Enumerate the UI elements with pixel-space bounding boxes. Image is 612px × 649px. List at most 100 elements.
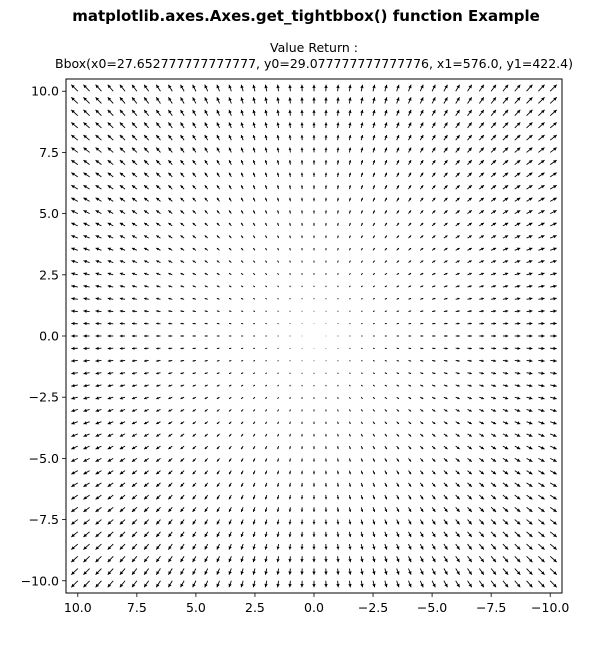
quiver-arrow [277, 470, 280, 475]
quiver-arrow [289, 310, 291, 312]
quiver-arrow [312, 580, 316, 588]
quiver-arrow [538, 371, 545, 375]
quiver-arrow [83, 383, 90, 388]
quiver-arrow [228, 122, 232, 129]
quiver-arrow [313, 210, 315, 214]
quiver-arrow [348, 197, 351, 202]
quiver-arrow [131, 184, 138, 190]
quiver-arrow [192, 421, 197, 425]
quiver-arrow [396, 322, 400, 325]
quiver-arrow [131, 409, 138, 412]
quiver-arrow [396, 482, 400, 487]
quiver-arrow [168, 122, 173, 129]
quiver-arrow [420, 310, 424, 313]
quiver-arrow [216, 543, 220, 550]
quiver-arrow [131, 433, 138, 437]
quiver-arrow [419, 235, 424, 239]
quiver-arrow [467, 458, 473, 462]
quiver-arrow [288, 147, 292, 153]
quiver-arrow [490, 209, 497, 214]
quiver-arrow [514, 346, 521, 350]
quiver-arrow [408, 159, 412, 165]
quiver-arrow [384, 360, 387, 362]
quiver-arrow [550, 371, 557, 375]
quiver-arrow [300, 507, 304, 512]
quiver-arrow [168, 184, 173, 190]
quiver-arrow [192, 507, 197, 513]
quiver-arrow [228, 347, 232, 350]
quiver-arrow [408, 531, 412, 538]
quiver-arrow [289, 273, 291, 275]
quiver-arrow [360, 222, 363, 227]
quiver-arrow [240, 507, 244, 513]
quiver-arrow [372, 122, 376, 129]
quiver-arrow [490, 84, 497, 92]
y-tick-label: 2.5 [39, 267, 59, 282]
quiver-arrow [313, 235, 315, 239]
quiver-arrow [550, 247, 557, 251]
quiver-arrow [337, 247, 339, 251]
quiver-arrow [538, 433, 545, 437]
quiver-arrow [204, 147, 209, 153]
quiver-arrow [467, 347, 472, 350]
quiver-arrow [252, 580, 256, 588]
quiver-arrow [107, 568, 114, 576]
quiver-arrow [502, 309, 509, 313]
x-tick-label: 10.0 [64, 600, 92, 615]
quiver-arrow [549, 519, 557, 525]
quiver-arrow [288, 556, 292, 563]
quiver-arrow [252, 97, 256, 104]
quiver-arrow [192, 543, 197, 550]
quiver-arrow [490, 531, 497, 538]
quiver-arrow [324, 544, 328, 550]
quiver-arrow [168, 347, 173, 350]
quiver-arrow [419, 507, 424, 513]
quiver-arrow [526, 309, 533, 313]
quiver-arrow [83, 297, 90, 301]
quiver-arrow [204, 184, 209, 190]
quiver-arrow [216, 433, 220, 437]
quiver-arrow [119, 555, 126, 563]
quiver-arrow [289, 433, 291, 437]
quiver-arrow [83, 568, 90, 576]
quiver-arrow [312, 495, 316, 500]
quiver-arrow [502, 346, 509, 350]
quiver-arrow [336, 580, 340, 588]
quiver-arrow [336, 172, 340, 177]
quiver-arrow [131, 272, 137, 276]
quiver-arrow [526, 494, 533, 500]
quiver-arrow [408, 458, 412, 462]
quiver-arrow [228, 556, 232, 563]
quiver-arrow [348, 97, 352, 104]
quiver-arrow [336, 470, 339, 475]
quiver-arrow [143, 482, 149, 488]
quiver-arrow [265, 445, 268, 450]
quiver-arrow [192, 372, 197, 375]
quiver-arrow [240, 235, 244, 239]
quiver-arrow [192, 235, 197, 239]
quiver-arrow [455, 458, 460, 462]
quiver-arrow [360, 384, 363, 387]
quiver-arrow [325, 421, 327, 425]
quiver-arrow [156, 396, 161, 400]
quiver-arrow [204, 247, 208, 251]
quiver-arrow [192, 519, 197, 525]
quiver-arrow [216, 568, 220, 575]
quiver-arrow [155, 197, 161, 202]
quiver-arrow [216, 519, 220, 525]
quiver-arrow [192, 433, 197, 437]
quiver-arrow [431, 210, 436, 214]
quiver-arrow [240, 222, 244, 227]
quiver-arrow [526, 247, 533, 251]
quiver-arrow [549, 147, 557, 153]
quiver-arrow [420, 247, 424, 251]
quiver-arrow [526, 321, 533, 326]
quiver-arrow [143, 109, 150, 116]
quiver-arrow [216, 310, 220, 312]
quiver-arrow [168, 433, 173, 437]
quiver-arrow [95, 109, 102, 117]
quiver-arrow [276, 482, 280, 487]
quiver-arrow [143, 543, 150, 550]
quiver-arrow [408, 519, 412, 525]
quiver-arrow [502, 457, 509, 463]
